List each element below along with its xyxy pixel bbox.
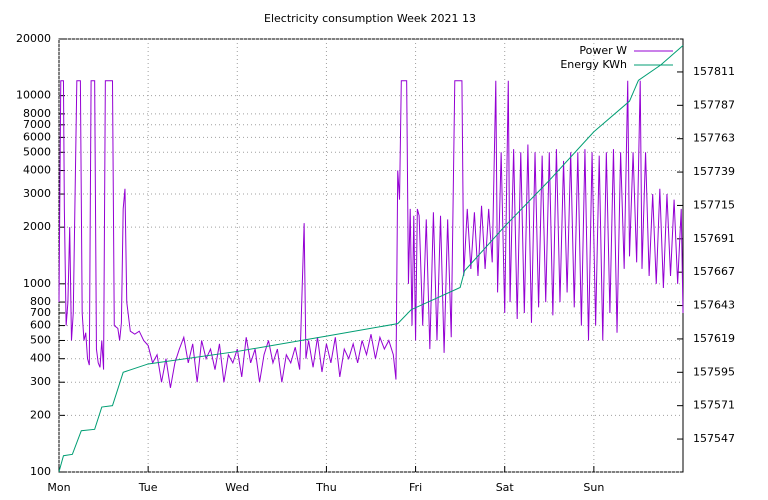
y2-tick-label: 157691: [693, 232, 735, 245]
plot-frame: [58, 38, 684, 473]
y-tick-label: 8000: [23, 107, 51, 120]
y-tick-label: 400: [30, 352, 51, 365]
y-tick-label: 500: [30, 333, 51, 346]
y-tick-label: 700: [30, 306, 51, 319]
y-tick-label: 7000: [23, 118, 51, 131]
y2-tick-label: 157739: [693, 165, 735, 178]
legend-label: Energy KWh: [560, 58, 627, 71]
y-tick-label: 200: [30, 408, 51, 421]
y2-tick-label: 157811: [693, 65, 735, 78]
x-tick-label: Tue: [138, 481, 158, 494]
y2-tick-label: 157715: [693, 198, 735, 211]
y-tick-label: 10000: [16, 89, 51, 102]
y-tick-label: 5000: [23, 145, 51, 158]
series-line: [58, 45, 684, 472]
x-tick-label: Fri: [409, 481, 422, 494]
series-line: [58, 80, 684, 388]
y-tick-label: 300: [30, 375, 51, 388]
y2-tick-label: 157595: [693, 365, 735, 378]
y-tick-label: 6000: [23, 130, 51, 143]
x-tick-label: Sat: [496, 481, 515, 494]
y-tick-label: 600: [30, 319, 51, 332]
y2-tick-label: 157667: [693, 265, 735, 278]
x-tick-label: Wed: [225, 481, 249, 494]
y2-tick-label: 157643: [693, 299, 735, 312]
y-tick-label: 800: [30, 295, 51, 308]
y2-tick-label: 157547: [693, 432, 735, 445]
y2-tick-label: 157571: [693, 399, 735, 412]
x-tick-label: Sun: [583, 481, 604, 494]
y-tick-label: 3000: [23, 187, 51, 200]
y-tick-label: 20000: [16, 32, 51, 45]
chart-title: Electricity consumption Week 2021 13: [264, 12, 476, 25]
x-tick-label: Mon: [47, 481, 70, 494]
legend-label: Power W: [579, 44, 627, 57]
y-tick-label: 100: [30, 465, 51, 478]
y2-tick-label: 157787: [693, 98, 735, 111]
y-tick-label: 4000: [23, 164, 51, 177]
y2-tick-label: 157763: [693, 132, 735, 145]
y-tick-label: 2000: [23, 220, 51, 233]
x-tick-label: Thu: [315, 481, 337, 494]
y2-tick-label: 157619: [693, 332, 735, 345]
y-tick-label: 1000: [23, 277, 51, 290]
